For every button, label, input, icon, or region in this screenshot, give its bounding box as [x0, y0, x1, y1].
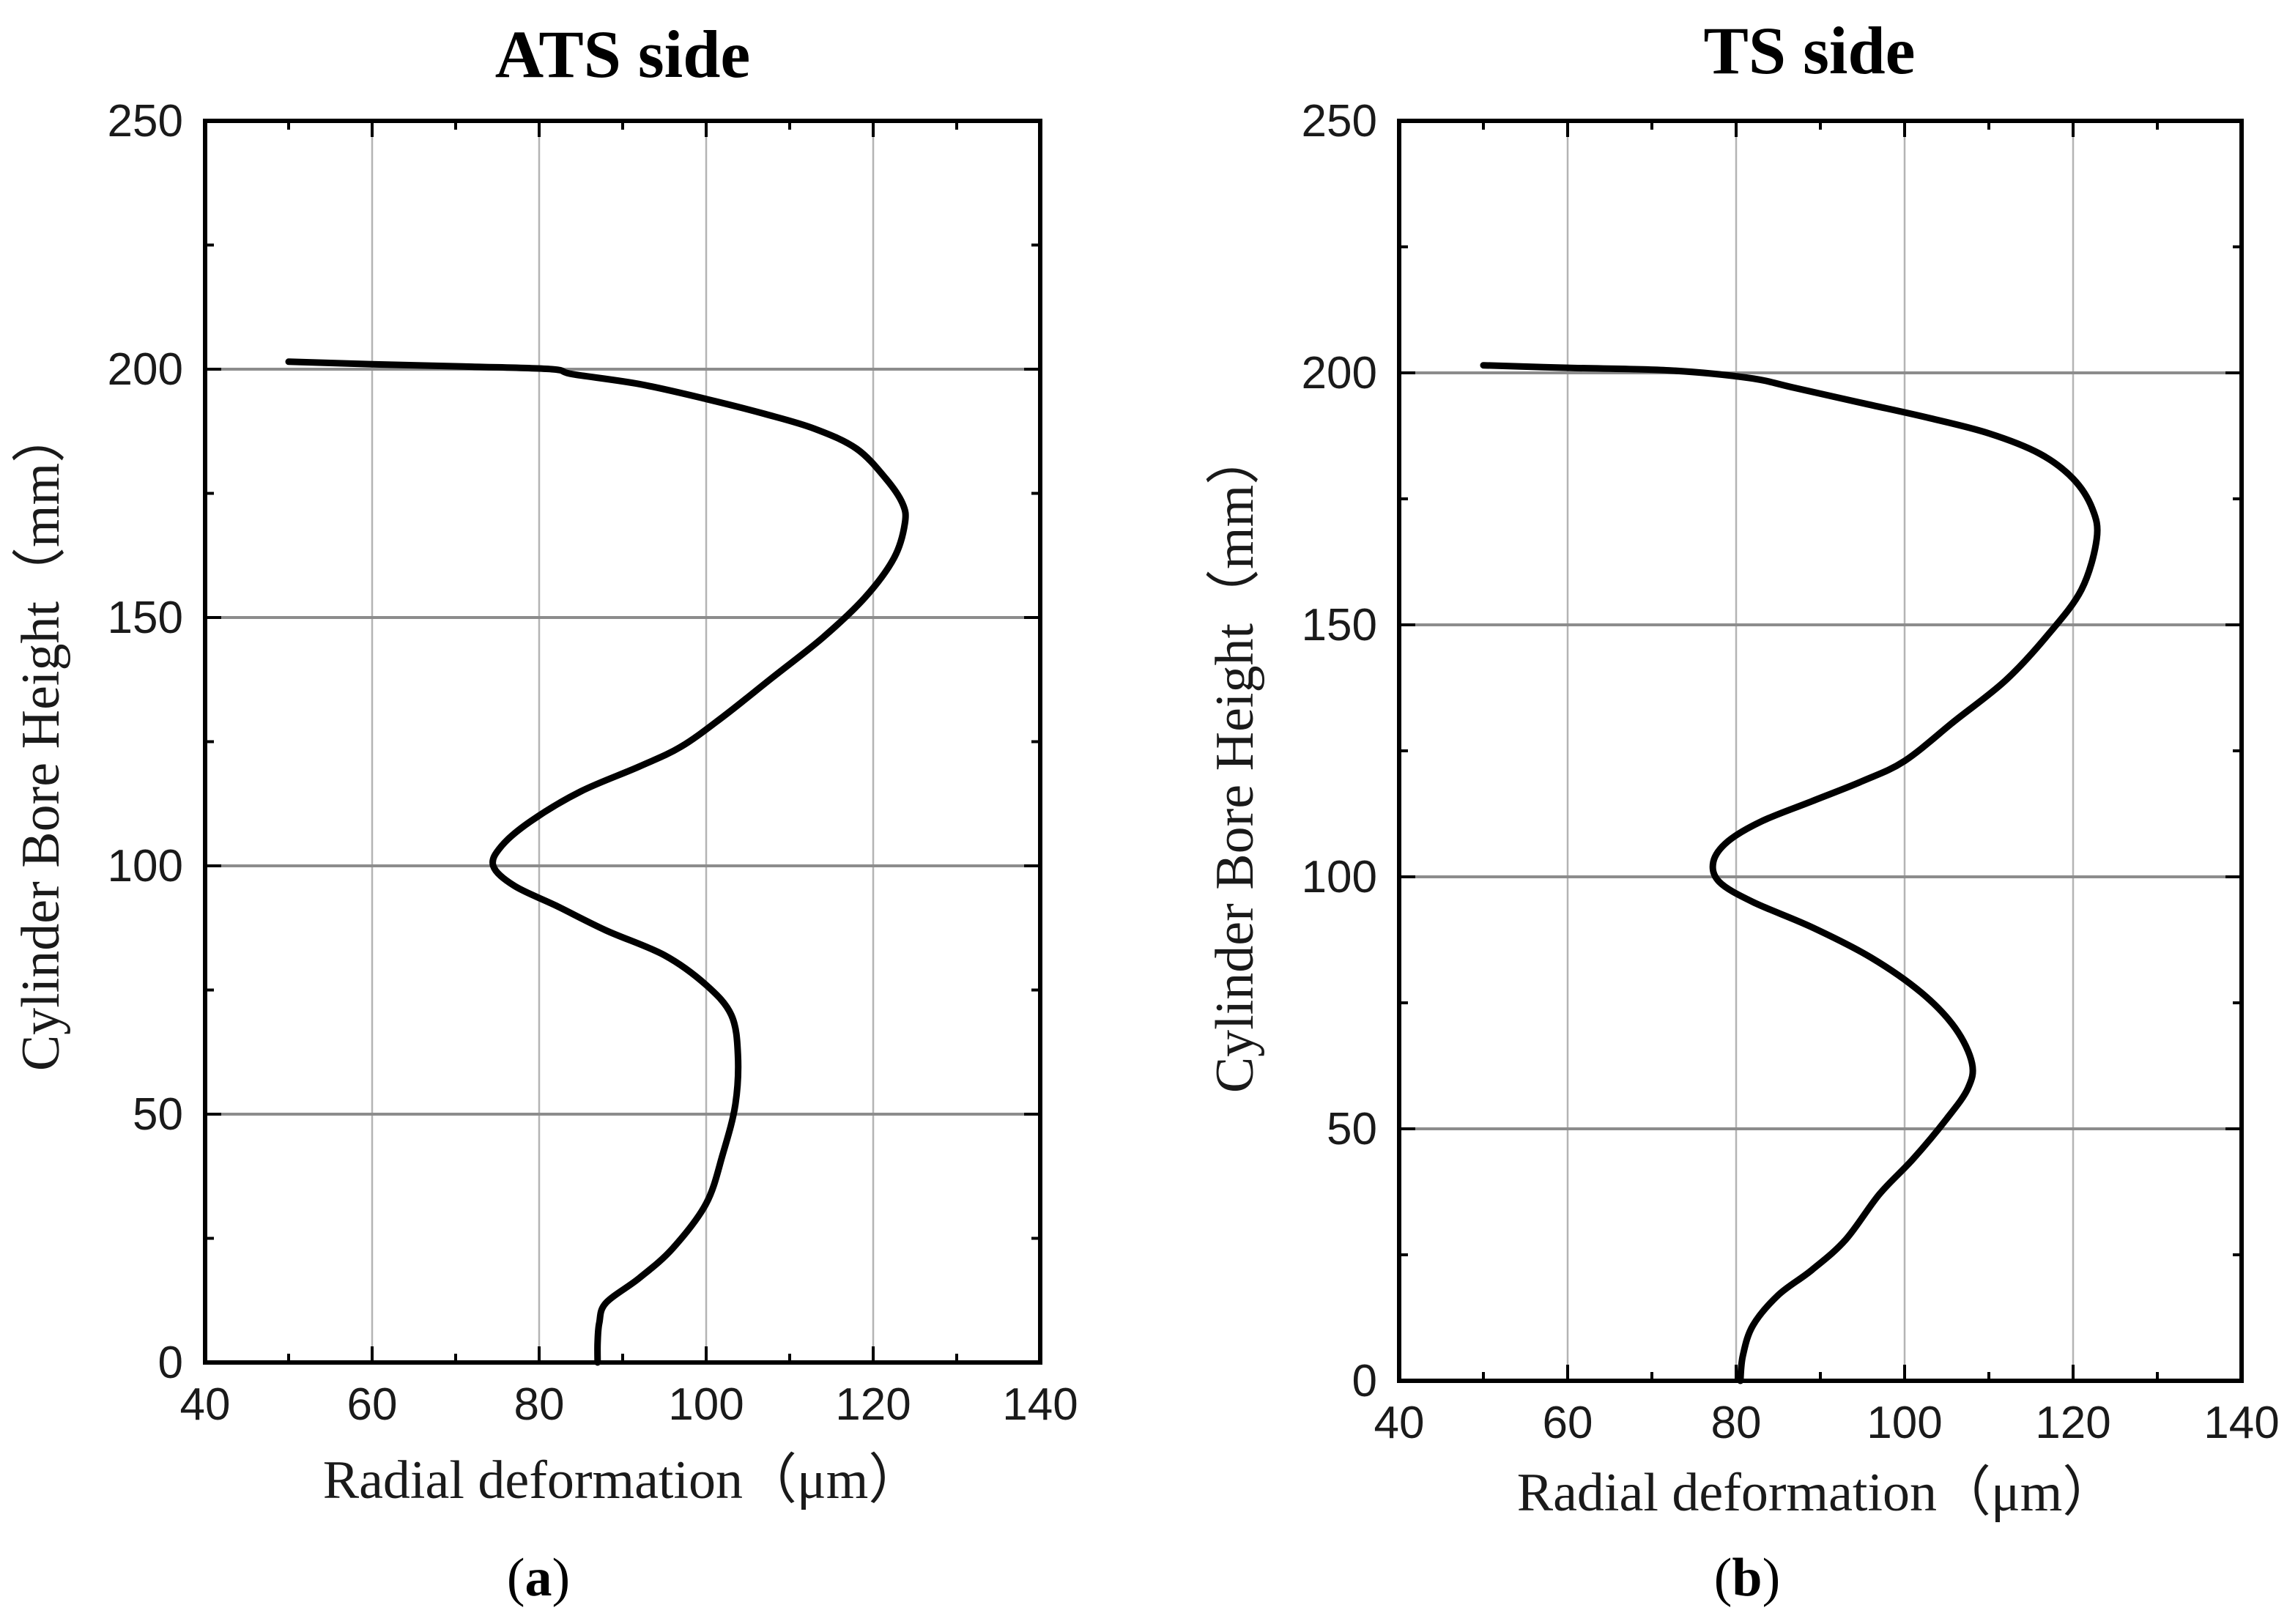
panel-b-y-tick-label: 200 — [1302, 348, 1377, 398]
panel-b: TS side 40 60 80 100 120 140 0 50 100 150 200 250 R… — [1205, 13, 2280, 1608]
panel-a-series-line — [285, 358, 909, 1366]
panel-b-series — [1480, 362, 2101, 1384]
panel-b-x-axis-label: Radial deformation（μm） — [1517, 1463, 2117, 1523]
panel-b-y-tick-label: 150 — [1302, 600, 1377, 650]
panel-a-x-tick-label: 100 — [668, 1379, 744, 1430]
panel-b-caption: (b) — [1714, 1548, 1780, 1608]
panel-b-y-tick-label: 250 — [1302, 96, 1377, 147]
panel-a-y-tick-label: 0 — [158, 1338, 183, 1388]
panel-a-y-tick-label: 50 — [133, 1089, 183, 1140]
panel-a-caption: (a) — [507, 1548, 570, 1608]
panel-b-y-axis-label: Cylinder Bore Height（mm） — [1205, 431, 1265, 1093]
panel-b-y-tick-label: 0 — [1352, 1356, 1377, 1406]
panel-a-title: ATS side — [495, 17, 751, 92]
panel-a-x-tick-label: 140 — [1002, 1379, 1078, 1430]
panel-b-grid — [1399, 121, 2242, 1381]
panel-b-tick-labels: 40 60 80 100 120 140 0 50 100 150 200 250 — [1302, 96, 2280, 1448]
panel-b-plot-frame — [1397, 119, 2244, 1383]
panel-b-series-line — [1480, 362, 2101, 1384]
panel-b-x-tick-label: 120 — [2035, 1398, 2110, 1448]
panel-a-grid — [205, 121, 1040, 1362]
panel-a-plot-frame — [203, 119, 1042, 1365]
panel-a-ticks — [204, 119, 1042, 1364]
panel-b-y-tick-label: 100 — [1302, 852, 1377, 902]
panel-a-x-axis-label: Radial deformation（μm） — [323, 1450, 923, 1510]
panel-b-x-tick-label: 80 — [1711, 1398, 1762, 1448]
panel-b-title: TS side — [1704, 13, 1916, 88]
panel-a-y-tick-label: 150 — [108, 593, 183, 643]
panel-a: ATS side 40 60 80 100 120 140050100150200250 … — [11, 17, 1078, 1608]
panel-a-x-tick-label: 40 — [180, 1379, 231, 1430]
panel-a-x-tick-label: 80 — [514, 1379, 565, 1430]
panel-b-x-tick-label: 60 — [1543, 1398, 1593, 1448]
panel-b-x-tick-label: 100 — [1867, 1398, 1942, 1448]
panel-a-x-tick-label: 60 — [347, 1379, 398, 1430]
panel-b-y-tick-label: 50 — [1327, 1104, 1377, 1154]
panel-b-x-tick-label: 140 — [2203, 1398, 2279, 1448]
panel-a-tick-labels: 40 60 80 100 120 140 0 50 100 150 200 250 — [108, 96, 1078, 1430]
panel-b-x-tick-label: 40 — [1374, 1398, 1425, 1448]
panel-a-series — [285, 358, 909, 1366]
panel-a-y-tick-label: 200 — [108, 344, 183, 395]
panel-a-y-axis-label: Cylinder Bore Height（mm） — [11, 409, 71, 1071]
panel-b-ticks — [1398, 119, 2243, 1382]
panel-a-y-tick-label: 250 — [108, 96, 183, 147]
panel-a-y-tick-label: 100 — [108, 841, 183, 891]
panel-a-x-tick-label: 120 — [835, 1379, 911, 1430]
